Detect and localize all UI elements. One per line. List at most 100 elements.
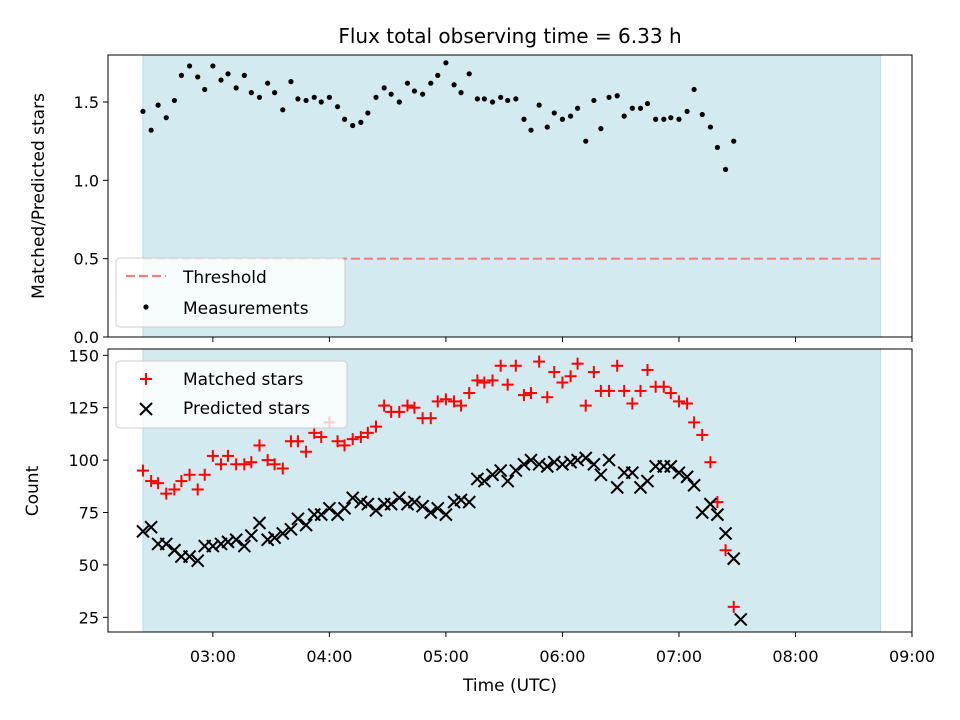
measurement-point xyxy=(614,93,620,99)
predicted-star-point xyxy=(384,497,398,511)
measurement-point xyxy=(373,94,379,100)
matched-star-point xyxy=(300,445,313,458)
measurement-point xyxy=(388,91,394,97)
matched-star-point xyxy=(424,412,437,425)
predicted-star-point xyxy=(284,522,298,536)
predicted-star-point xyxy=(540,459,554,474)
measurement-point xyxy=(521,116,527,122)
predicted-star-point xyxy=(221,535,235,549)
predicted-star-point xyxy=(462,495,476,509)
measurement-point xyxy=(731,138,737,144)
matched-star-point xyxy=(509,359,522,372)
matched-star-point xyxy=(603,384,616,397)
measurement-point xyxy=(551,110,557,116)
predicted-star-point xyxy=(244,528,259,543)
matched-star-point xyxy=(315,431,328,444)
measurement-point xyxy=(210,63,216,69)
measurement-point xyxy=(326,94,332,100)
predicted-star-point xyxy=(500,474,515,488)
legend-measurements-label: Measurements xyxy=(183,299,309,319)
predicted-star-point xyxy=(337,501,352,516)
predicted-star-point xyxy=(610,480,624,495)
measurement-point xyxy=(574,105,581,111)
matched-star-point xyxy=(719,544,732,557)
measurement-point xyxy=(381,85,387,91)
predicted-star-point xyxy=(524,453,538,467)
measurement-point xyxy=(668,115,674,121)
predicted-star-point xyxy=(415,499,430,513)
measurement-point xyxy=(629,105,635,111)
predicted-star-point xyxy=(182,549,197,564)
measurement-point xyxy=(621,113,627,119)
predicted-star-point xyxy=(276,526,290,541)
matched-star-point xyxy=(571,357,584,370)
predicted-star-point xyxy=(734,612,748,627)
legend-threshold-label: Threshold xyxy=(182,268,267,288)
legend-measurements-swatch xyxy=(143,304,149,310)
measurement-point xyxy=(474,96,480,102)
matched-star-point xyxy=(657,380,670,393)
matched-star-point xyxy=(664,387,677,400)
predicted-star-point xyxy=(136,524,150,539)
matched-star-point xyxy=(261,454,274,467)
measurement-point xyxy=(513,96,519,102)
measurement-point xyxy=(241,72,247,78)
counts-y-tick-label: 125 xyxy=(68,399,99,418)
measurement-point xyxy=(676,116,682,122)
measurement-point xyxy=(163,115,169,121)
measurement-point xyxy=(505,97,511,104)
counts-y-tick-label: 100 xyxy=(68,451,99,470)
matched-star-point xyxy=(175,475,188,488)
predicted-star-point xyxy=(299,518,313,532)
matched-star-point xyxy=(727,600,740,613)
ratio-legend-box xyxy=(115,257,346,328)
measurement-point xyxy=(583,138,589,144)
matched-star-point xyxy=(704,456,717,469)
x-tick-label: 07:00 xyxy=(656,647,702,666)
measurement-point xyxy=(498,94,504,100)
matched-star-point xyxy=(152,477,165,490)
counts-y-tick-label: 75 xyxy=(79,504,99,523)
counts-panel: 25 50 75 100 125 150 03:00 04:00 05:00 06:00 07:0… xyxy=(23,346,935,696)
ratio-legend: Threshold Measurements xyxy=(115,257,346,328)
predicted-star-point xyxy=(361,497,375,511)
measurement-point xyxy=(178,72,185,78)
matched-star-point xyxy=(378,399,391,412)
predicted-star-point xyxy=(267,530,282,545)
measurement-point xyxy=(318,99,324,105)
ratio-y-tick-label: 1.5 xyxy=(74,93,99,112)
measurement-point xyxy=(233,85,239,91)
predicted-star-point xyxy=(424,505,438,520)
ratio-y-tick-label: 1.0 xyxy=(74,171,99,190)
counts-y-tick-label: 150 xyxy=(68,346,99,365)
predicted-star-point xyxy=(517,457,531,472)
matched-star-point xyxy=(370,420,382,433)
matched-star-point xyxy=(222,449,235,462)
matched-star-point xyxy=(238,458,251,471)
matched-star-point xyxy=(291,435,304,448)
measurement-point xyxy=(171,97,178,104)
measurement-point xyxy=(155,102,161,108)
ratio-y-axis-label: Matched/Predicted stars xyxy=(29,93,49,299)
matched-star-point xyxy=(471,374,484,387)
x-axis-label: Time (UTC) xyxy=(462,676,557,696)
legend-matched-swatch xyxy=(140,373,152,385)
matched-star-point xyxy=(564,370,577,383)
matched-star-point xyxy=(618,384,631,397)
matched-star-point xyxy=(245,456,258,469)
measurement-point xyxy=(707,124,714,130)
predicted-star-point xyxy=(291,512,305,526)
matched-star-point xyxy=(463,387,476,400)
matched-star-point xyxy=(448,395,461,408)
predicted-star-point xyxy=(532,457,546,472)
matched-star-point xyxy=(401,399,414,412)
measurement-point xyxy=(248,90,254,96)
matched-star-point xyxy=(579,399,592,412)
chart-title: Flux total observing time = 6.33 h xyxy=(338,24,681,48)
measurement-point xyxy=(559,116,566,122)
predicted-star-point xyxy=(237,539,252,553)
matched-star-point xyxy=(408,401,421,414)
matched-star-point xyxy=(198,468,211,481)
measurement-point xyxy=(358,119,364,125)
matched-star-point xyxy=(268,458,281,471)
